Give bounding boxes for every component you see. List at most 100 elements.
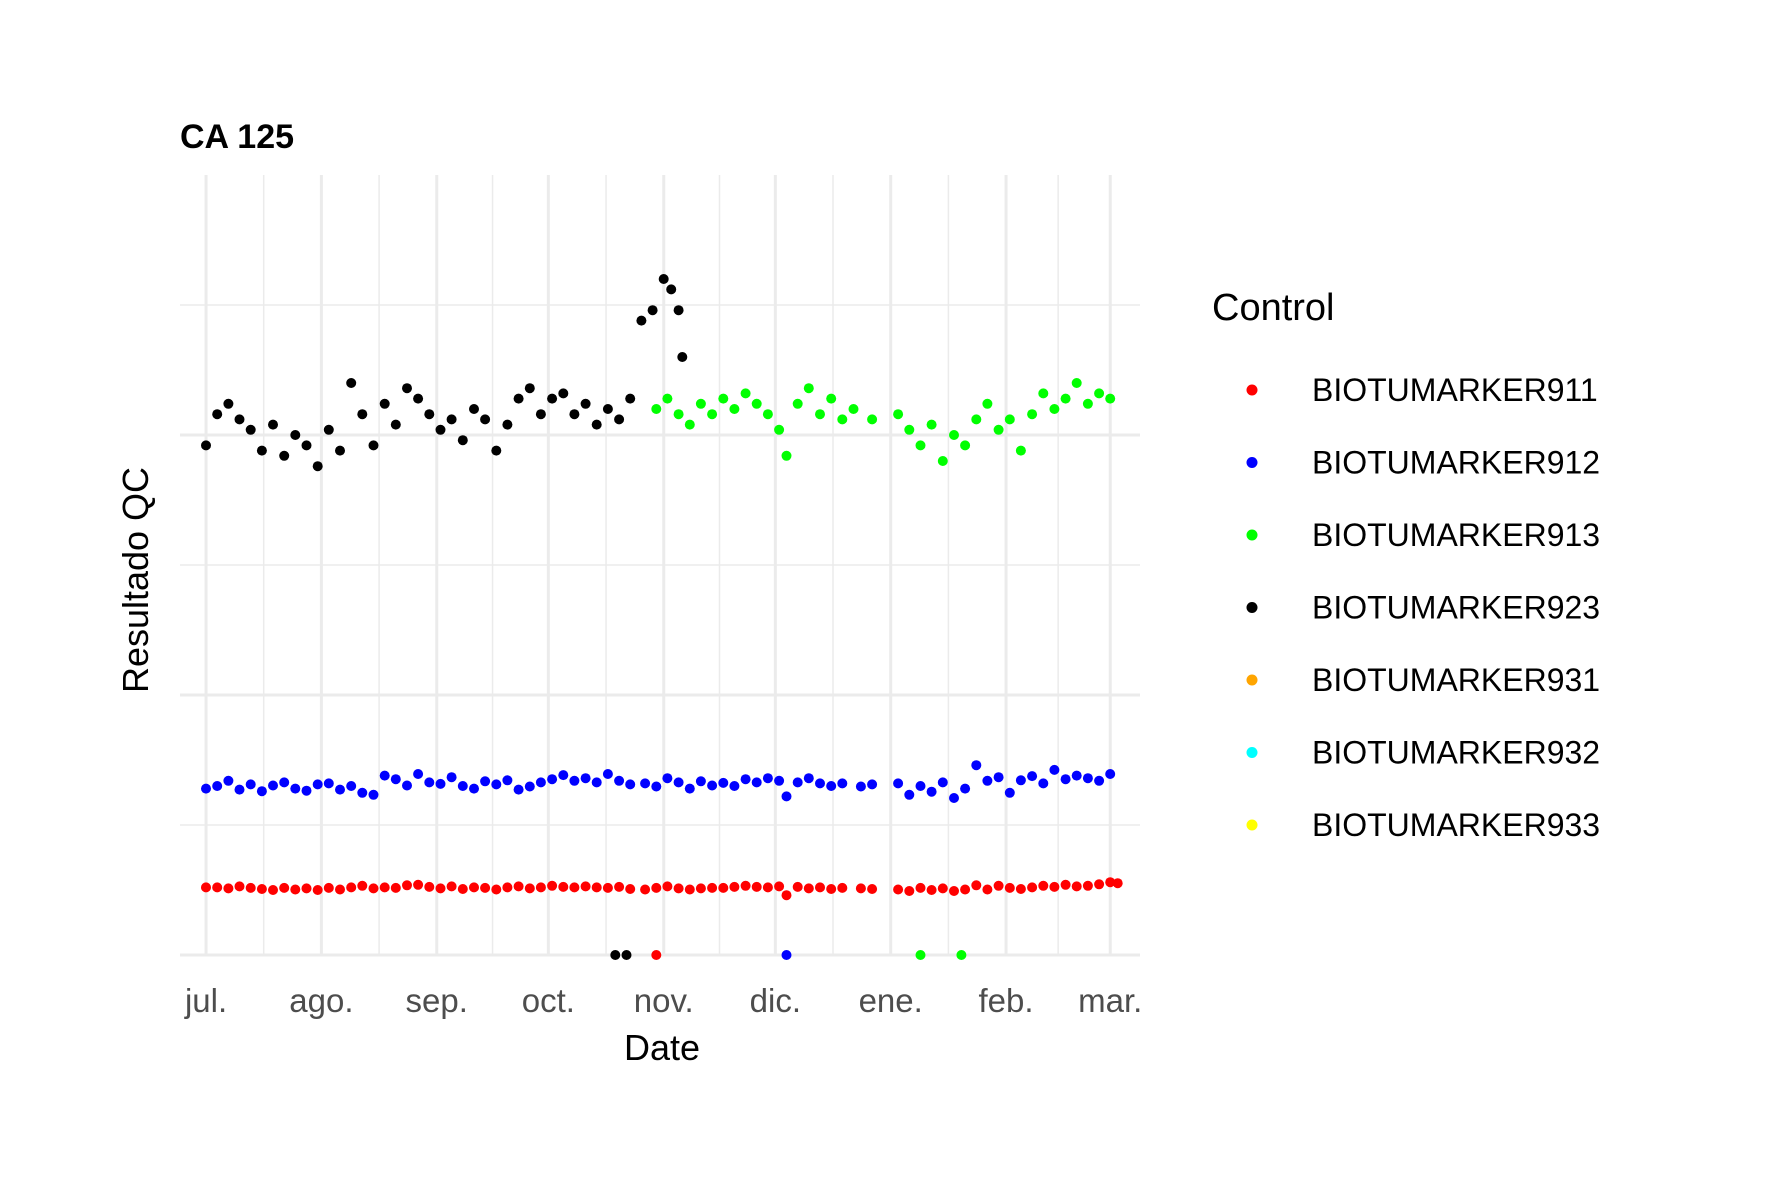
data-point: [547, 393, 558, 404]
data-point: [926, 885, 937, 895]
data-point: [491, 779, 502, 790]
data-point: [335, 445, 345, 456]
chart-title: CA 125: [180, 118, 294, 156]
legend-label: BIOTUMARKER923: [1312, 590, 1600, 626]
data-point: [469, 882, 479, 893]
data-point: [982, 884, 993, 895]
data-point: [982, 398, 993, 409]
data-point: [937, 777, 948, 788]
data-point: [480, 414, 491, 425]
data-point: [402, 880, 412, 891]
data-point: [781, 950, 792, 960]
data-point: [1015, 775, 1026, 786]
data-point: [803, 883, 814, 894]
data-point: [718, 882, 729, 893]
data-point: [279, 882, 290, 893]
data-point: [893, 778, 904, 789]
legend-key: [1246, 674, 1258, 686]
data-point: [915, 882, 926, 893]
data-point: [904, 789, 915, 800]
data-point: [937, 883, 948, 894]
data-point: [435, 778, 446, 789]
data-point: [625, 884, 636, 894]
data-point: [762, 409, 773, 420]
data-point: [435, 424, 446, 435]
data-point: [390, 419, 401, 430]
data-point: [982, 775, 993, 786]
data-point: [535, 409, 546, 420]
data-point: [855, 883, 866, 894]
data-point: [580, 881, 591, 892]
data-point: [547, 774, 558, 785]
data-point: [826, 884, 837, 894]
data-point: [1082, 773, 1093, 784]
data-point: [837, 414, 848, 425]
data-point: [971, 880, 982, 891]
data-point: [301, 440, 312, 451]
data-point: [926, 419, 937, 430]
data-point: [1049, 764, 1060, 775]
data-point: [245, 882, 256, 893]
data-point: [651, 404, 662, 414]
data-point: [535, 777, 546, 788]
data-point: [960, 884, 971, 895]
data-point: [774, 775, 785, 786]
data-point: [729, 881, 740, 892]
data-point: [610, 950, 621, 960]
data-point: [256, 884, 267, 894]
data-point: [949, 430, 959, 440]
data-point: [558, 881, 569, 892]
data-point: [1105, 769, 1116, 779]
data-point: [312, 885, 323, 895]
data-point: [707, 882, 718, 893]
data-point: [751, 881, 762, 892]
data-point: [212, 409, 223, 420]
data-point: [379, 882, 390, 893]
grid-lines: [180, 175, 1140, 957]
data-point: [695, 776, 706, 787]
x-tick-label: ene.: [859, 982, 923, 1019]
data-point: [323, 778, 334, 789]
data-point: [368, 440, 379, 451]
data-point: [956, 950, 967, 960]
data-point: [855, 781, 866, 792]
data-point: [751, 777, 762, 788]
data-point: [201, 783, 211, 794]
data-point: [591, 882, 602, 893]
data-point: [245, 779, 256, 790]
data-point: [867, 884, 878, 894]
data-point: [602, 882, 613, 893]
data-point: [915, 440, 926, 451]
data-point: [1082, 398, 1093, 409]
legend-label: BIOTUMARKER933: [1312, 807, 1600, 843]
data-point: [569, 775, 580, 786]
data-point: [949, 793, 959, 803]
data-point: [524, 781, 535, 792]
data-point: [1049, 881, 1060, 892]
data-point: [926, 786, 937, 797]
data-point: [390, 882, 401, 893]
data-point: [212, 781, 223, 791]
data-point: [662, 393, 673, 404]
data-point: [695, 883, 706, 894]
x-axis-ticks: jul. ago. sep. oct. nov. dic. ene. feb. mar.: [184, 982, 1142, 1019]
data-point: [893, 884, 904, 895]
data-point: [774, 424, 785, 435]
data-point: [1015, 884, 1026, 894]
data-point: [279, 777, 290, 788]
legend-key: [1246, 602, 1258, 613]
data-point: [446, 414, 457, 425]
data-point: [491, 884, 502, 895]
data-point: [1094, 388, 1105, 399]
data-point: [379, 770, 390, 781]
data-point: [268, 780, 278, 791]
x-tick-label: ago.: [289, 982, 353, 1019]
data-point: [279, 450, 290, 461]
data-point: [323, 424, 334, 435]
data-point: [762, 773, 773, 784]
legend-label: BIOTUMARKER913: [1312, 517, 1600, 553]
data-point: [673, 305, 684, 316]
data-point: [1071, 881, 1082, 892]
data-point: [234, 784, 245, 795]
